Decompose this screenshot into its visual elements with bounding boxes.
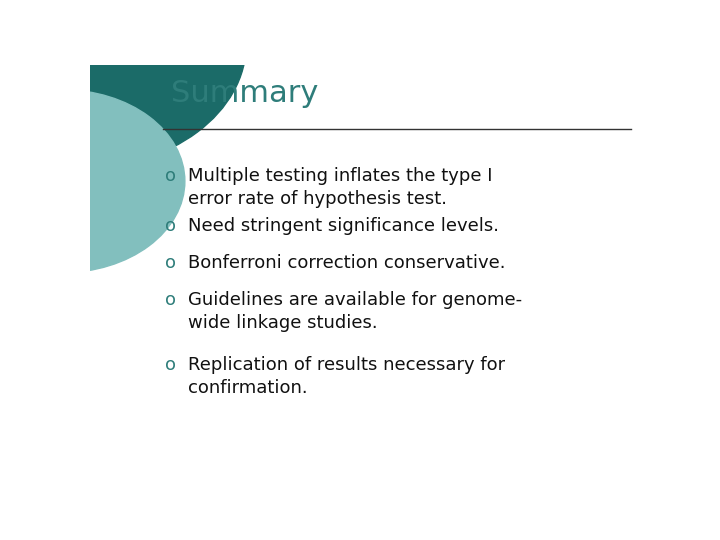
Text: Need stringent significance levels.: Need stringent significance levels.: [188, 217, 499, 234]
Text: confirmation.: confirmation.: [188, 379, 307, 397]
Text: o: o: [166, 254, 176, 272]
Text: Guidelines are available for genome-: Guidelines are available for genome-: [188, 292, 522, 309]
Text: Summary: Summary: [171, 79, 318, 109]
Text: Bonferroni correction conservative.: Bonferroni correction conservative.: [188, 254, 505, 272]
Text: o: o: [166, 292, 176, 309]
Text: o: o: [166, 167, 176, 185]
Text: Multiple testing inflates the type I: Multiple testing inflates the type I: [188, 167, 492, 185]
Circle shape: [0, 90, 185, 273]
Text: error rate of hypothesis test.: error rate of hypothesis test.: [188, 190, 446, 207]
Text: Replication of results necessary for: Replication of results necessary for: [188, 356, 505, 374]
Text: o: o: [166, 356, 176, 374]
Text: o: o: [166, 217, 176, 234]
Text: wide linkage studies.: wide linkage studies.: [188, 314, 377, 332]
Circle shape: [0, 0, 246, 168]
